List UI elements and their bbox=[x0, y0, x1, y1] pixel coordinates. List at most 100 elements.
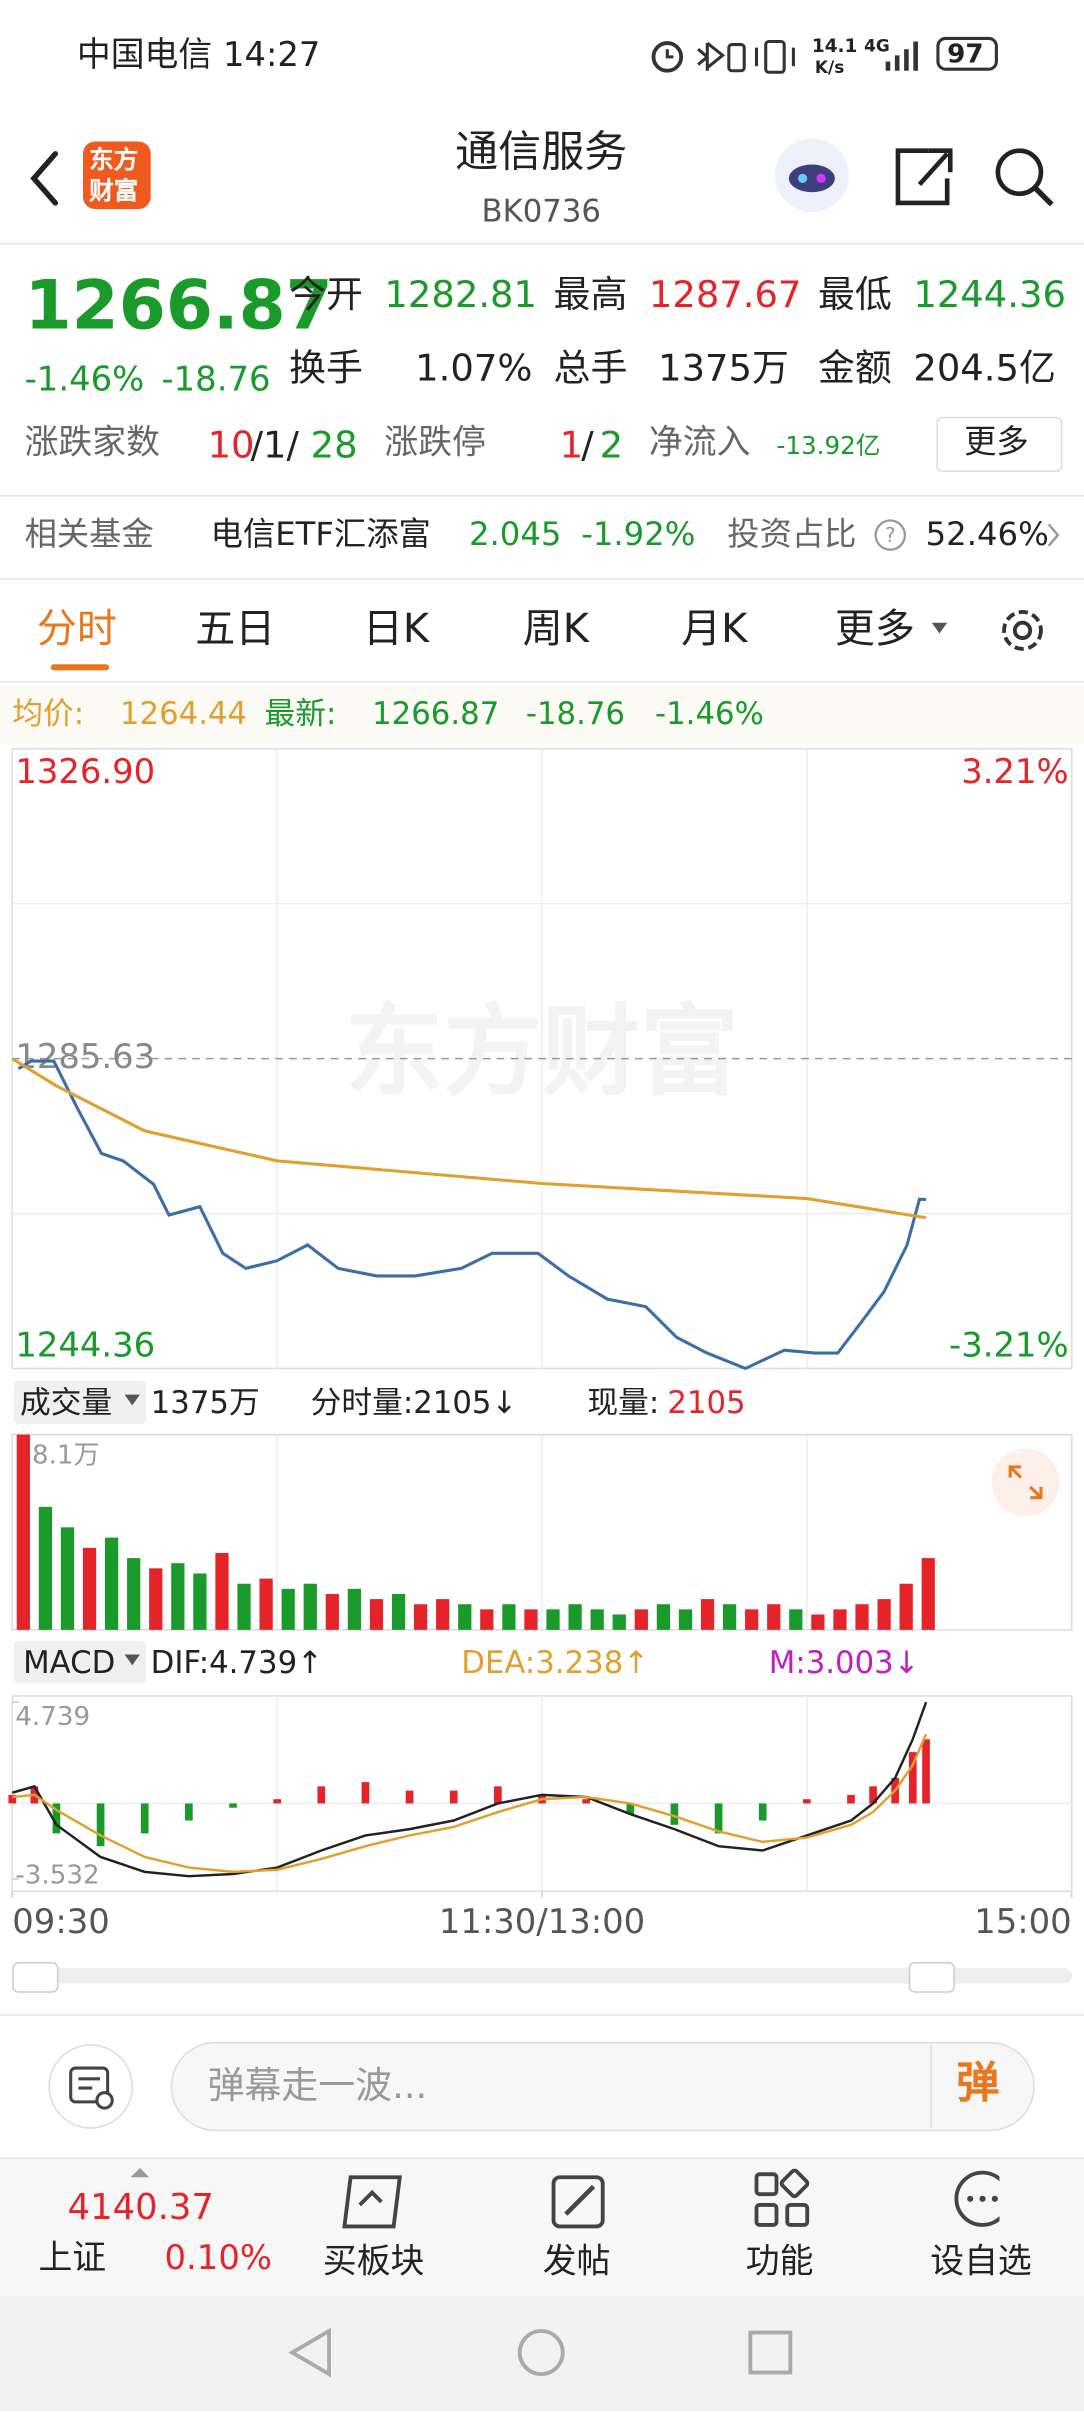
macd-bar bbox=[582, 1799, 590, 1804]
volume-bar bbox=[104, 1537, 119, 1630]
index-name[interactable]: 上证 bbox=[38, 2239, 107, 2279]
dropdown-icon bbox=[124, 1654, 140, 1666]
board-code: BK0736 bbox=[481, 192, 601, 230]
volume-bar bbox=[700, 1599, 715, 1630]
tab-active[interactable]: 分时 bbox=[36, 606, 117, 653]
volume-bar bbox=[480, 1609, 494, 1630]
breadth-down: 28 bbox=[310, 423, 358, 467]
indicator-selector[interactable] bbox=[13, 1640, 147, 1684]
macd-bar bbox=[8, 1794, 17, 1804]
share-button[interactable] bbox=[895, 148, 953, 206]
volume-bar bbox=[656, 1604, 671, 1630]
volume-bar bbox=[789, 1609, 803, 1630]
volume-bar bbox=[722, 1604, 737, 1630]
dropdown-icon bbox=[124, 1394, 140, 1406]
current-volume-label: 现量: bbox=[587, 1383, 660, 1421]
expand-button[interactable] bbox=[991, 1448, 1060, 1517]
nav-recent[interactable] bbox=[748, 2330, 793, 2375]
macd-bar bbox=[273, 1799, 281, 1804]
bottom-nav bbox=[0, 2157, 1084, 2298]
watermark: 东方财富 bbox=[345, 995, 739, 1109]
volume-bar bbox=[281, 1588, 295, 1630]
macd-bar bbox=[803, 1799, 811, 1804]
volume-bar bbox=[568, 1604, 582, 1630]
last-value: 1266.87 bbox=[372, 694, 500, 732]
y-tick-label: 1285.63 bbox=[15, 1037, 155, 1076]
more-button[interactable] bbox=[936, 416, 1063, 473]
fund-weight-label: 投资占比 bbox=[727, 515, 857, 553]
volume-bar bbox=[921, 1558, 935, 1630]
help-icon[interactable]: ? bbox=[873, 518, 907, 552]
fund-name[interactable]: 电信ETF汇添富 bbox=[210, 515, 431, 553]
nav-home[interactable] bbox=[517, 2329, 565, 2376]
system-nav bbox=[0, 2295, 1084, 2411]
indicator-selector-label[interactable]: MACD bbox=[23, 1643, 116, 1681]
dropdown-icon bbox=[931, 622, 948, 634]
x-tick-label: 11:30/13:00 bbox=[439, 1902, 645, 1941]
volume-bar bbox=[413, 1604, 428, 1630]
tab[interactable]: 月K bbox=[681, 606, 748, 653]
logo-text: 东方 bbox=[89, 145, 139, 175]
price-line bbox=[17, 1059, 927, 1371]
tab[interactable]: 周K bbox=[522, 606, 589, 653]
macd-m: M:3.003↓ bbox=[768, 1643, 920, 1681]
volume-bar bbox=[524, 1609, 538, 1630]
danmaku-button[interactable]: 弹 bbox=[956, 2057, 1000, 2109]
scroll-handle[interactable] bbox=[12, 1961, 59, 1993]
nav-icons bbox=[342, 2168, 1000, 2229]
volume-bar bbox=[833, 1609, 847, 1630]
macd-dif: DIF:4.739↑ bbox=[150, 1643, 323, 1681]
comment-input[interactable] bbox=[170, 2041, 1035, 2132]
macd-bar bbox=[405, 1790, 414, 1804]
stat-label: 换手 bbox=[289, 346, 363, 390]
tab[interactable]: 日K bbox=[362, 606, 430, 653]
index-value[interactable]: 4140.37 bbox=[67, 2188, 214, 2229]
macd-bar bbox=[670, 1803, 679, 1825]
volume-bar bbox=[811, 1614, 825, 1630]
volume-bar bbox=[590, 1609, 604, 1630]
volume-bar bbox=[458, 1604, 472, 1630]
nav-item[interactable]: 设自选 bbox=[930, 2243, 1032, 2282]
volume-bar bbox=[612, 1614, 626, 1630]
stat-label: 总手 bbox=[553, 346, 628, 390]
comment-placeholder[interactable]: 弹幕走一波... bbox=[207, 2064, 428, 2108]
search-button[interactable] bbox=[995, 148, 1054, 207]
volume-bar bbox=[259, 1578, 273, 1630]
change: -18.76 bbox=[161, 361, 271, 400]
macd-line bbox=[12, 1733, 928, 1874]
index-change[interactable]: 0.10% bbox=[164, 2239, 272, 2279]
fund-label: 相关基金 bbox=[24, 515, 154, 553]
tab[interactable]: 五日 bbox=[195, 606, 276, 653]
assistant-button[interactable] bbox=[774, 138, 849, 213]
volume-bar bbox=[171, 1563, 185, 1630]
limit-label: 涨跌停 bbox=[384, 424, 486, 463]
volume-selector-label[interactable]: 成交量 bbox=[19, 1383, 113, 1421]
volume-bar bbox=[347, 1588, 362, 1630]
volume-selector[interactable] bbox=[13, 1380, 147, 1424]
nav-item[interactable]: 买板块 bbox=[322, 2243, 425, 2282]
macd-line bbox=[11, 1701, 928, 1878]
net-speed: 14.1 bbox=[811, 35, 858, 57]
volume-bar bbox=[502, 1604, 516, 1630]
limit-up: 1 bbox=[559, 423, 584, 467]
volume-bar bbox=[303, 1583, 317, 1630]
back-button[interactable] bbox=[22, 148, 68, 210]
expand-icon bbox=[1008, 1465, 1043, 1500]
nav-item[interactable]: 功能 bbox=[745, 2243, 814, 2282]
scroll-handle[interactable] bbox=[908, 1961, 955, 1993]
macd-bar bbox=[185, 1803, 193, 1821]
volume-bar bbox=[215, 1552, 229, 1630]
stat-label: 最高 bbox=[553, 273, 628, 317]
status-icons bbox=[651, 39, 795, 74]
time-scrollbar[interactable] bbox=[12, 1968, 1072, 1984]
settings-button[interactable] bbox=[993, 601, 1051, 659]
more-button-label[interactable]: 更多 bbox=[964, 423, 1029, 461]
volume-bar bbox=[237, 1583, 251, 1630]
nav-item[interactable]: 发帖 bbox=[542, 2243, 611, 2282]
tab[interactable]: 更多 bbox=[834, 606, 915, 653]
macd-bar bbox=[847, 1794, 855, 1804]
svg-text:?: ? bbox=[885, 523, 896, 547]
notes-button[interactable] bbox=[46, 2042, 135, 2131]
avg-label: 均价: bbox=[12, 694, 85, 732]
nav-back[interactable] bbox=[288, 2327, 331, 2378]
